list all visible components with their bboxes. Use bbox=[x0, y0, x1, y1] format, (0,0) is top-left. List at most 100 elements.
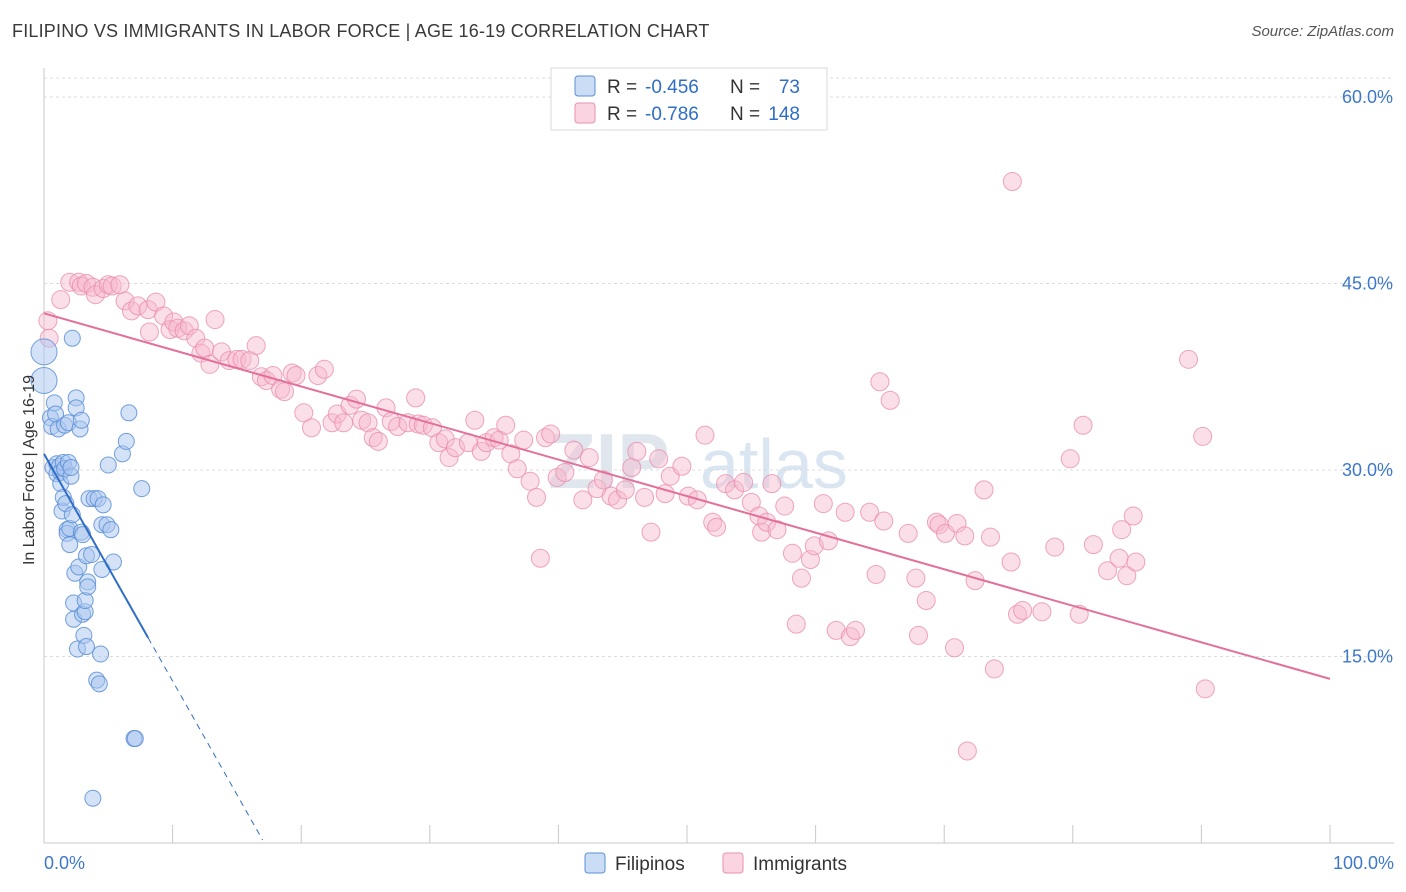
immigrants-point bbox=[121, 301, 141, 321]
immigrants-point bbox=[294, 403, 314, 423]
immigrants-point bbox=[555, 462, 575, 482]
legend-swatch-immigrants bbox=[574, 102, 596, 124]
immigrants-point bbox=[593, 470, 613, 490]
immigrants-point bbox=[83, 277, 103, 297]
filipinos-point bbox=[126, 730, 144, 748]
immigrants-point bbox=[110, 275, 130, 295]
legend-box bbox=[550, 67, 828, 131]
immigrants-point bbox=[286, 366, 306, 386]
immigrants-point bbox=[898, 523, 918, 543]
filipinos-point bbox=[63, 329, 81, 347]
filipinos-point bbox=[102, 521, 120, 539]
immigrants-point bbox=[232, 349, 252, 369]
immigrants-point bbox=[866, 564, 886, 584]
immigrants-point bbox=[1109, 548, 1129, 568]
filipinos-trend-line bbox=[43, 453, 150, 639]
immigrants-point bbox=[1032, 602, 1052, 622]
filipinos-trend-extension bbox=[147, 637, 264, 841]
immigrants-point bbox=[1001, 552, 1021, 572]
filipinos-point bbox=[72, 411, 90, 429]
legend-n-value-immigrants: 148 bbox=[768, 104, 800, 125]
immigrants-point bbox=[115, 291, 135, 311]
filipinos-points bbox=[30, 329, 151, 807]
immigrants-point bbox=[980, 527, 1000, 547]
immigrants-point bbox=[530, 548, 550, 568]
immigrants-points bbox=[38, 172, 1215, 761]
trend-lines bbox=[43, 312, 1331, 841]
filipinos-point bbox=[62, 459, 80, 477]
immigrants-point bbox=[826, 620, 846, 640]
immigrants-point bbox=[1193, 426, 1213, 446]
immigrants-point bbox=[51, 290, 71, 310]
filipinos-point bbox=[30, 366, 58, 394]
immigrants-point bbox=[627, 441, 647, 461]
immigrants-point bbox=[205, 310, 225, 330]
source-note: Source: ZipAtlas.com bbox=[1251, 23, 1394, 40]
top-legend: R = -0.456 N = 73 R = -0.786 N = 148 bbox=[550, 67, 828, 131]
immigrants-point bbox=[880, 390, 900, 410]
watermark: ZIP atlas bbox=[548, 417, 848, 505]
filipinos-point bbox=[79, 578, 97, 596]
immigrants-point bbox=[520, 471, 540, 491]
immigrants-point bbox=[274, 382, 294, 402]
immigrants-point bbox=[1008, 604, 1028, 624]
immigrants-point bbox=[782, 543, 802, 563]
immigrants-point bbox=[496, 415, 516, 435]
immigrants-point bbox=[1117, 566, 1137, 586]
legend-swatch-filipinos bbox=[574, 75, 596, 97]
y-tick-labels: 15.0% 30.0% 45.0% 60.0% bbox=[1342, 87, 1393, 667]
legend-r-value-filipinos: -0.456 bbox=[645, 77, 699, 98]
immigrants-point bbox=[649, 449, 669, 469]
filipinos-point bbox=[90, 675, 108, 693]
immigrants-point bbox=[813, 494, 833, 514]
legend-r-label-filipinos: R = bbox=[607, 77, 637, 98]
filipinos-point bbox=[30, 338, 58, 366]
immigrants-point bbox=[870, 372, 890, 392]
filipinos-point bbox=[84, 789, 102, 807]
immigrants-point bbox=[908, 625, 928, 645]
immigrants-point bbox=[608, 490, 628, 510]
y-axis-label: In Labor Force | Age 16-19 bbox=[21, 375, 38, 565]
chart-title: FILIPINO VS IMMIGRANTS IN LABOR FORCE | … bbox=[12, 21, 710, 41]
y-tick-label-15: 15.0% bbox=[1342, 647, 1393, 667]
immigrants-point bbox=[85, 285, 105, 305]
immigrants-point bbox=[541, 424, 561, 444]
immigrants-point bbox=[734, 472, 754, 492]
immigrants-point bbox=[128, 296, 148, 316]
immigrants-point bbox=[906, 568, 926, 588]
immigrants-point bbox=[916, 591, 936, 611]
immigrants-point bbox=[301, 418, 321, 438]
bottom-legend-swatch-filipinos bbox=[584, 852, 606, 874]
immigrants-point bbox=[845, 620, 865, 640]
filipinos-point bbox=[61, 536, 79, 554]
immigrants-point bbox=[536, 428, 556, 448]
immigrants-point bbox=[471, 441, 491, 461]
immigrants-point bbox=[818, 531, 838, 551]
immigrants-point bbox=[195, 338, 215, 358]
immigrants-point bbox=[527, 487, 547, 507]
immigrants-point bbox=[246, 336, 266, 356]
immigrants-point bbox=[695, 425, 715, 445]
immigrants-point bbox=[1098, 561, 1118, 581]
immigrants-point bbox=[1060, 449, 1080, 469]
immigrants-point bbox=[1123, 506, 1143, 526]
immigrants-point bbox=[465, 410, 485, 430]
filipinos-point bbox=[83, 546, 101, 564]
immigrants-point bbox=[314, 359, 334, 379]
immigrants-point bbox=[622, 458, 642, 478]
immigrants-point bbox=[752, 522, 772, 542]
watermark-zip: ZIP bbox=[548, 417, 669, 505]
immigrants-point bbox=[786, 614, 806, 634]
immigrants-trend-line bbox=[43, 312, 1331, 680]
legend-n-value-filipinos: 73 bbox=[779, 77, 800, 98]
immigrants-point bbox=[1083, 535, 1103, 555]
bottom-legend: Filipinos Immigrants bbox=[584, 852, 847, 875]
immigrants-point bbox=[707, 517, 727, 537]
immigrants-point bbox=[446, 438, 466, 458]
filipinos-point bbox=[99, 456, 117, 474]
immigrants-point bbox=[179, 316, 199, 336]
immigrants-point bbox=[507, 459, 527, 479]
immigrants-point bbox=[974, 480, 994, 500]
filipinos-point bbox=[94, 496, 112, 514]
